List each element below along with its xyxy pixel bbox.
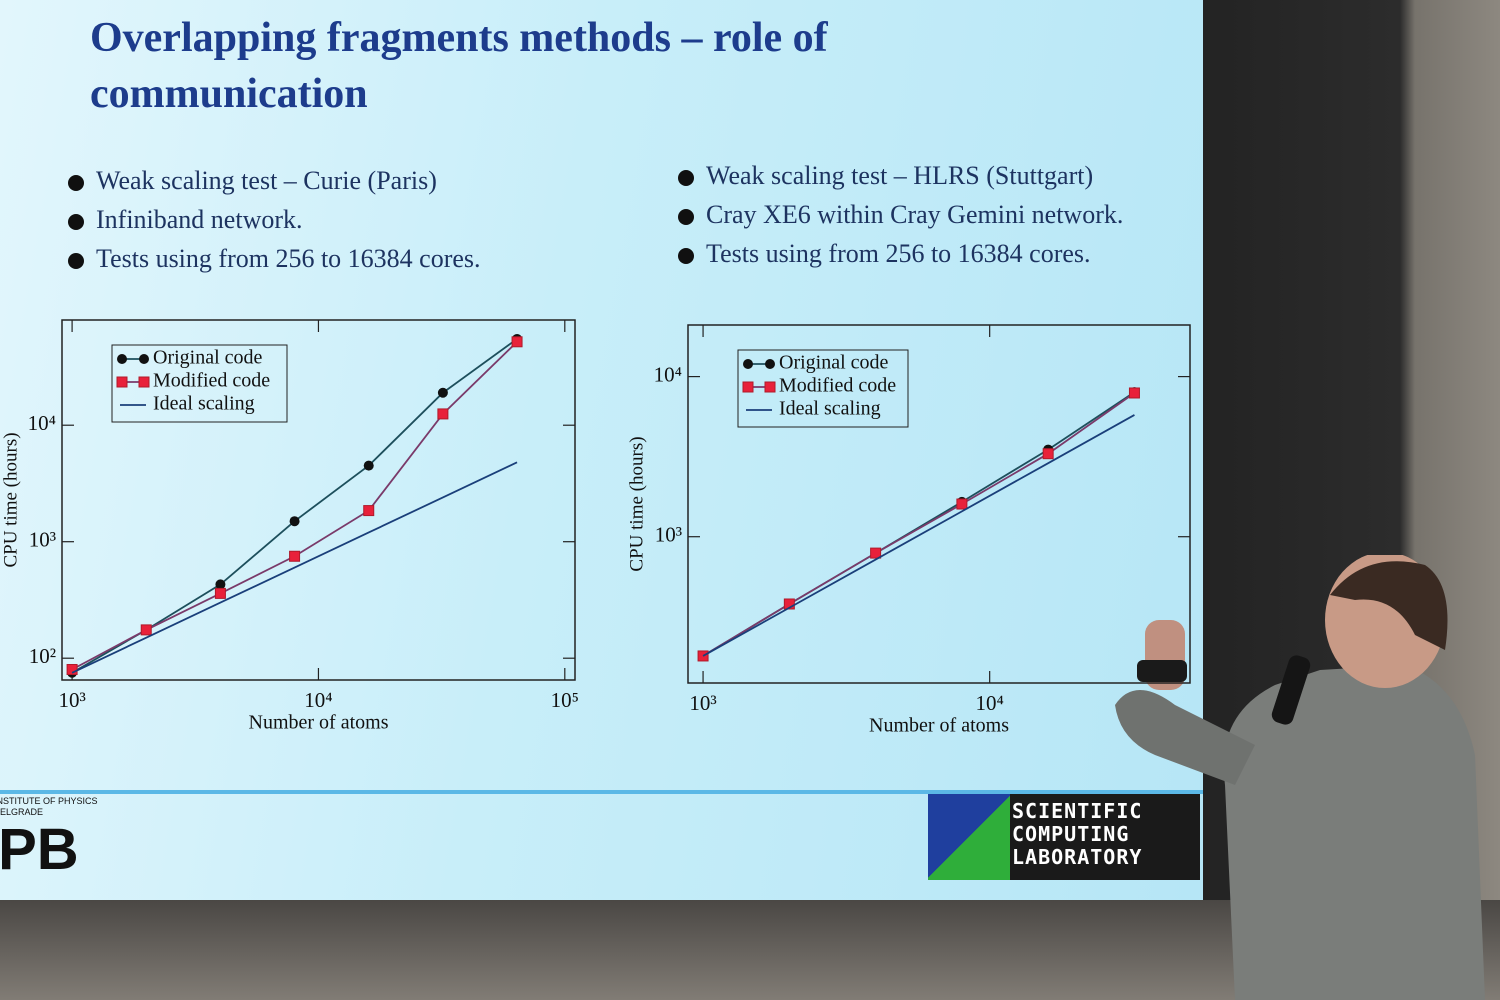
logo-line: COMPUTING <box>1012 822 1130 846</box>
logo-text: INSTITUTE OF PHYSICS <box>0 796 98 806</box>
series-line <box>702 414 1135 657</box>
series-line <box>71 461 518 674</box>
bullet: Tests using from 256 to 16384 cores. <box>678 239 1123 278</box>
logo-icon <box>928 794 1010 880</box>
bullet-list: Weak scaling test – Curie (Paris) Infini… <box>68 166 481 283</box>
point <box>117 354 127 364</box>
bullet: Tests using from 256 to 16384 cores. <box>68 244 481 283</box>
y-tick-label: 10² <box>29 644 56 668</box>
legend-label: Original code <box>779 352 889 374</box>
point <box>437 408 449 420</box>
y-tick-label: 10⁴ <box>28 411 56 435</box>
point <box>215 579 226 590</box>
plot-frame <box>687 324 1191 684</box>
point <box>139 354 149 364</box>
logo-text: SCIENTIFIC COMPUTING LABORATORY <box>1012 800 1142 869</box>
point <box>363 460 374 471</box>
point <box>870 547 882 559</box>
point <box>214 587 226 599</box>
series-line <box>702 392 1135 657</box>
bullet: Weak scaling test – Curie (Paris) <box>68 166 481 205</box>
point <box>140 624 152 636</box>
legend-label: Ideal scaling <box>779 398 881 420</box>
logo-mark: IPB <box>0 817 79 882</box>
bullet: Cray XE6 within Cray Gemini network. <box>678 200 1123 239</box>
y-axis-label: CPU time (hours) <box>626 436 647 571</box>
point <box>138 376 150 388</box>
point <box>956 498 968 510</box>
bullet: Weak scaling test – HLRS (Stuttgart) <box>678 161 1123 200</box>
bullet: Infiniband network. <box>68 205 481 244</box>
scl-logo: SCIENTIFIC COMPUTING LABORATORY <box>928 794 1200 880</box>
ipb-logo: INSTITUTE OF PHYSICS BELGRADE IPB <box>0 796 114 886</box>
slide: Overlapping fragments methods – role of … <box>0 0 1203 900</box>
series-line <box>71 341 518 671</box>
y-axis-label: CPU time (hours) <box>0 432 21 567</box>
logo-line: SCIENTIFIC <box>1012 799 1143 823</box>
slide-title: Overlapping fragments methods – role of … <box>90 15 828 117</box>
legend-box <box>737 349 909 428</box>
point <box>289 516 300 527</box>
plot-frame <box>61 319 576 681</box>
legend-label: Modified code <box>153 370 270 392</box>
bullet-list: Weak scaling test – HLRS (Stuttgart) Cra… <box>678 161 1123 278</box>
legend-label: Ideal scaling <box>153 393 255 415</box>
x-tick-label: 10⁴ <box>976 691 1004 715</box>
y-tick-label: 10⁴ <box>654 362 682 386</box>
point <box>743 359 753 369</box>
series-line <box>71 338 518 674</box>
point <box>289 550 301 562</box>
x-tick-label: 10⁵ <box>551 688 579 712</box>
x-axis-label: Number of atoms <box>249 712 389 734</box>
x-tick-label: 10³ <box>689 691 716 715</box>
point <box>765 359 775 369</box>
point <box>1128 387 1140 399</box>
x-tick-label: 10³ <box>58 688 85 712</box>
point <box>116 376 128 388</box>
point <box>764 381 776 393</box>
x-tick-label: 10⁴ <box>304 688 332 712</box>
point <box>437 387 448 398</box>
point <box>511 336 523 348</box>
legend-box <box>111 344 288 423</box>
presenter <box>1115 555 1485 1000</box>
footer-band <box>0 790 1203 794</box>
point <box>66 663 78 675</box>
legend-label: Original code <box>153 347 263 369</box>
y-tick-label: 10³ <box>655 523 682 547</box>
point <box>1042 448 1054 460</box>
point <box>363 505 375 517</box>
point <box>742 381 754 393</box>
logo-text: BELGRADE <box>0 807 44 817</box>
logo-line: LABORATORY <box>1012 845 1143 869</box>
legend-label: Modified code <box>779 375 896 397</box>
y-tick-label: 10³ <box>29 528 56 552</box>
x-axis-label: Number of atoms <box>869 715 1009 737</box>
